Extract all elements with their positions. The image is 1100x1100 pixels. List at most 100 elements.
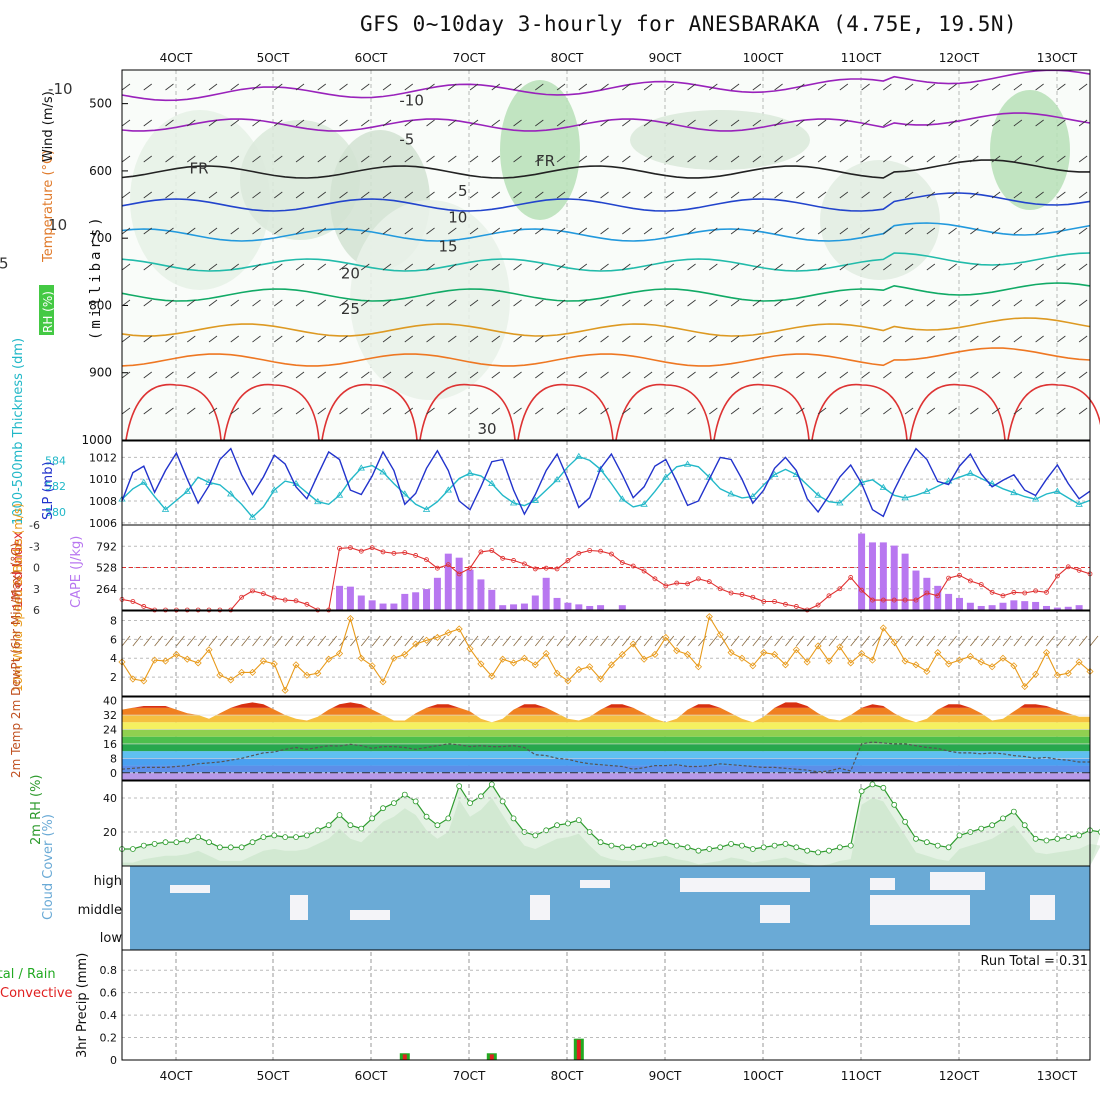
wind-barb [252,155,261,163]
wind-barb [687,191,696,199]
rh-marker [499,798,506,805]
wind-barb [165,299,174,307]
rh-marker [826,847,832,854]
wind-barb [578,191,588,199]
li-marker [424,557,429,563]
wind-barb [970,407,979,415]
li-marker [1011,589,1017,595]
rh-marker [565,820,571,827]
wind-barb [513,335,522,343]
wind-barb [121,335,131,343]
wind-marker [1042,648,1051,657]
cape-tick: 528 [96,562,117,575]
wind-barb [774,227,783,235]
thickness-marker [749,492,757,499]
wind-barb [1067,635,1077,647]
wind-marker [564,677,572,685]
wind-marker [281,686,289,694]
rh-marker [847,842,854,849]
wind-marker [1010,662,1018,670]
wind-barb [883,83,892,91]
wind-marker [129,675,137,683]
thickness-marker [770,470,779,477]
wind-barb [186,635,196,647]
li-marker [750,594,756,600]
wind-barb [252,119,261,127]
wind-marker [934,648,942,657]
wind-barb [491,635,501,647]
rh-marker [140,842,147,849]
wind-barb [991,635,1001,647]
rh-marker [597,839,604,846]
precip-legend: Total / Rain Convective [0,967,73,1001]
rh-marker [630,844,637,851]
cloud-block [760,905,790,923]
li-tick: 6 [33,604,40,617]
cape-bar [1064,606,1072,610]
wind-barb [230,371,240,379]
rh-marker [706,846,713,852]
li-marker [935,593,941,599]
wind-barb [361,119,370,127]
wind-barb [513,119,522,127]
li-marker [598,548,603,554]
wind-barb [883,119,892,127]
wind-barb [622,263,631,271]
temp-label: 25 [341,300,360,318]
wind-barb [274,191,283,199]
wind-barb [187,335,196,343]
cape-bar [1042,605,1050,610]
rh-swatch [39,285,54,335]
wind-barb [687,371,696,379]
cape-bar [901,553,909,610]
wind-marker [977,658,985,666]
wind-barb [187,407,196,415]
wind-barb [230,407,240,415]
run-total: Run Total = 0.31 [980,954,1088,969]
wind-barb [404,227,414,235]
li-marker [717,586,723,592]
wind-barb [469,371,479,379]
wind-barb [926,83,936,91]
wind-barb [295,119,305,127]
wind-barb [361,227,370,235]
wind-barb [263,635,272,647]
li-marker [543,565,549,571]
wind-barb [643,371,653,379]
wind-barb [730,227,740,235]
wind-barb [535,263,544,271]
wind-barb [1035,635,1044,647]
wind-marker [629,640,637,648]
wind-barb [339,407,348,415]
rh-marker [445,815,452,822]
wind-barb [143,119,152,127]
thickness-marker [248,513,257,520]
wind-barb [796,335,805,343]
x-tick-bottom: 5OCT [257,1069,290,1083]
wind-barb [904,191,914,199]
wind-barb [252,299,261,307]
wind-barb [469,407,479,415]
wind-marker [455,625,463,633]
wind-barb [382,83,392,91]
rh-marker [619,844,626,851]
wind-barb [1013,155,1023,163]
wind-marker [890,638,898,646]
wind-barb [611,635,620,647]
wind-barb [469,299,479,307]
li-marker [576,550,582,556]
temp-label: -10 [48,80,73,98]
li-marker [587,548,593,553]
wind-marker [771,650,779,659]
wind-marker [868,656,877,664]
wind-barb [1078,299,1088,307]
wind-barb [665,371,675,379]
wind-barb [578,371,588,379]
li-marker [902,597,908,603]
wind-barb [622,407,631,415]
cape-bar [488,589,496,610]
wind-barb [665,635,675,647]
wind-barb [361,335,370,343]
wind-barb [796,155,805,163]
wind-barb [469,635,479,647]
